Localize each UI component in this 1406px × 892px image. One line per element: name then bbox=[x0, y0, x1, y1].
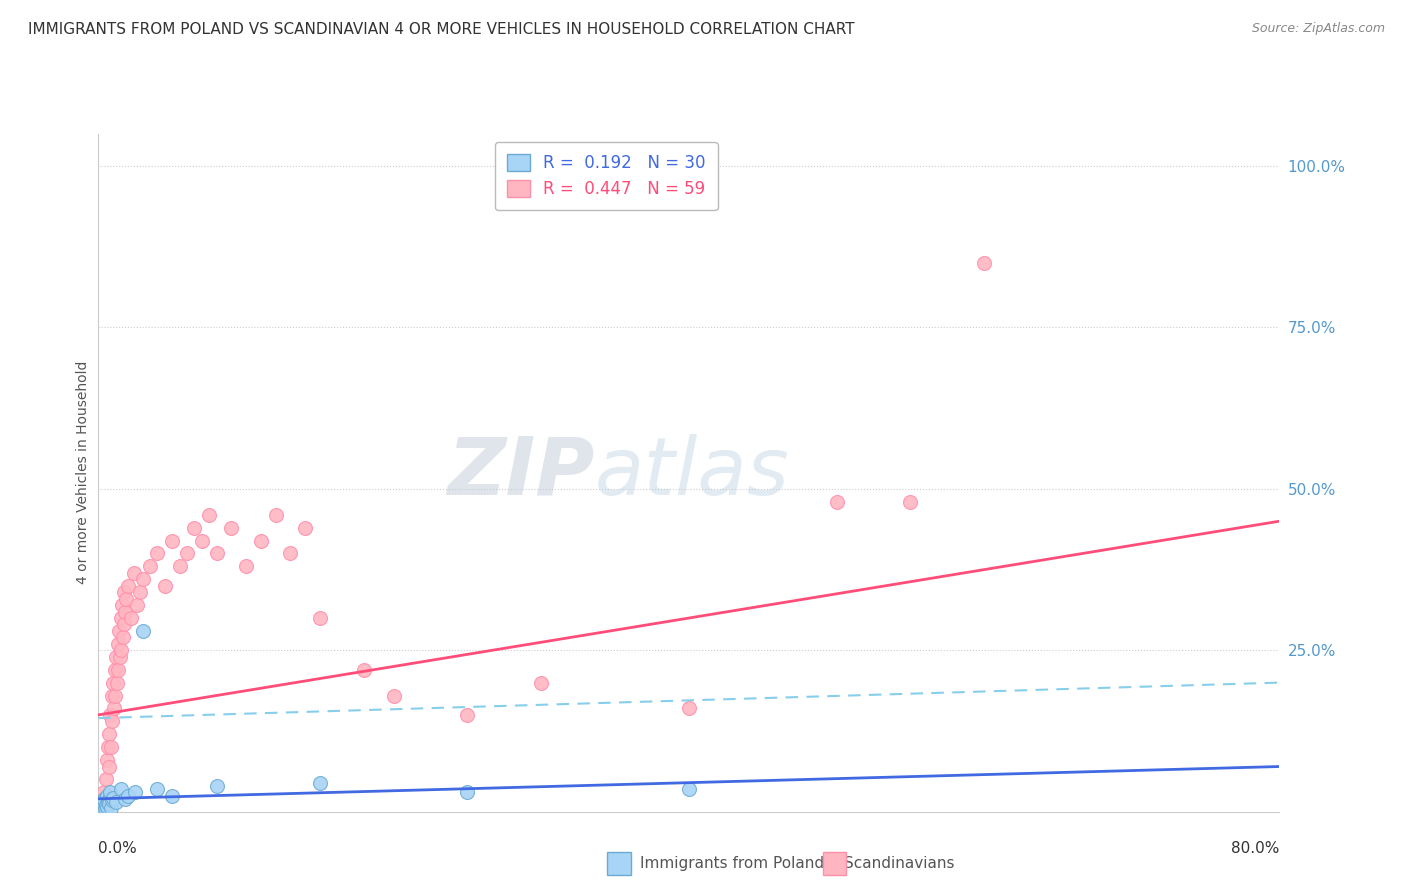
Point bbox=[108, 624, 131, 638]
Point bbox=[176, 546, 198, 560]
Point bbox=[104, 663, 127, 677]
Point bbox=[114, 605, 136, 619]
Point bbox=[678, 701, 700, 715]
Point bbox=[111, 598, 134, 612]
Point bbox=[110, 611, 132, 625]
Point bbox=[117, 579, 139, 593]
Y-axis label: 4 or more Vehicles in Household: 4 or more Vehicles in Household bbox=[76, 361, 90, 584]
Point bbox=[825, 495, 848, 509]
Point bbox=[278, 546, 302, 560]
Point bbox=[97, 740, 120, 755]
Point bbox=[90, 798, 112, 813]
Point bbox=[112, 585, 135, 599]
Point bbox=[250, 533, 273, 548]
Point bbox=[91, 797, 114, 811]
Point bbox=[678, 782, 700, 797]
Text: Source: ZipAtlas.com: Source: ZipAtlas.com bbox=[1251, 22, 1385, 36]
Point bbox=[183, 521, 205, 535]
Point bbox=[198, 508, 221, 522]
Point bbox=[153, 579, 176, 593]
Text: Immigrants from Poland: Immigrants from Poland bbox=[640, 856, 824, 871]
Point bbox=[96, 799, 118, 814]
Point bbox=[162, 533, 183, 548]
Point bbox=[124, 785, 146, 799]
Point bbox=[205, 779, 228, 793]
Point bbox=[94, 801, 117, 815]
Point bbox=[110, 643, 132, 657]
Point bbox=[93, 785, 115, 799]
Point bbox=[294, 521, 316, 535]
Point bbox=[264, 508, 287, 522]
Point bbox=[132, 624, 155, 638]
Point bbox=[169, 559, 191, 574]
Point bbox=[309, 611, 332, 625]
Point bbox=[105, 675, 128, 690]
Point bbox=[93, 793, 115, 807]
Point bbox=[115, 591, 138, 606]
Point bbox=[191, 533, 214, 548]
Point bbox=[89, 801, 111, 815]
Point bbox=[104, 689, 127, 703]
Point bbox=[146, 782, 169, 797]
Point bbox=[97, 792, 120, 806]
Legend: R =  0.192   N = 30, R =  0.447   N = 59: R = 0.192 N = 30, R = 0.447 N = 59 bbox=[495, 142, 717, 211]
Point bbox=[132, 572, 155, 586]
Point bbox=[97, 795, 120, 809]
Point bbox=[122, 566, 145, 580]
Point bbox=[111, 631, 134, 645]
Point bbox=[382, 689, 405, 703]
Point bbox=[456, 707, 478, 722]
Point bbox=[105, 649, 128, 664]
Point bbox=[108, 649, 131, 664]
Point bbox=[103, 701, 125, 715]
Point bbox=[117, 789, 139, 803]
Point bbox=[112, 617, 135, 632]
Point bbox=[973, 256, 995, 270]
Point bbox=[96, 753, 118, 767]
Point bbox=[98, 727, 121, 741]
Point bbox=[103, 790, 125, 805]
Point bbox=[96, 789, 118, 803]
Point bbox=[309, 775, 332, 789]
Point bbox=[146, 546, 169, 560]
Point bbox=[103, 675, 125, 690]
Point bbox=[98, 707, 121, 722]
Point bbox=[120, 611, 142, 625]
Point bbox=[100, 740, 122, 755]
Text: 80.0%: 80.0% bbox=[1232, 841, 1279, 855]
Point bbox=[125, 598, 148, 612]
Point bbox=[205, 546, 228, 560]
Point bbox=[98, 785, 121, 799]
Point bbox=[353, 663, 375, 677]
Point bbox=[114, 792, 136, 806]
Point bbox=[110, 782, 132, 797]
Point bbox=[162, 789, 183, 803]
Point bbox=[139, 559, 162, 574]
Point bbox=[94, 798, 117, 813]
Point bbox=[221, 521, 243, 535]
Point bbox=[100, 689, 122, 703]
Point bbox=[97, 759, 120, 773]
Point bbox=[235, 559, 257, 574]
Point bbox=[456, 785, 478, 799]
Point bbox=[107, 663, 129, 677]
Point bbox=[107, 637, 129, 651]
Text: atlas: atlas bbox=[595, 434, 789, 512]
Point bbox=[100, 801, 122, 815]
Text: 0.0%: 0.0% bbox=[98, 841, 138, 855]
Point bbox=[530, 675, 553, 690]
Point bbox=[105, 795, 128, 809]
Point bbox=[100, 793, 122, 807]
Point bbox=[93, 792, 115, 806]
Point bbox=[91, 795, 114, 809]
Text: Scandinavians: Scandinavians bbox=[844, 856, 955, 871]
Text: IMMIGRANTS FROM POLAND VS SCANDINAVIAN 4 OR MORE VEHICLES IN HOUSEHOLD CORRELATI: IMMIGRANTS FROM POLAND VS SCANDINAVIAN 4… bbox=[28, 22, 855, 37]
Point bbox=[128, 585, 150, 599]
Point bbox=[900, 495, 922, 509]
Point bbox=[94, 772, 117, 787]
Point bbox=[101, 714, 124, 729]
Point bbox=[98, 797, 121, 811]
Point bbox=[90, 799, 112, 814]
Text: ZIP: ZIP bbox=[447, 434, 595, 512]
